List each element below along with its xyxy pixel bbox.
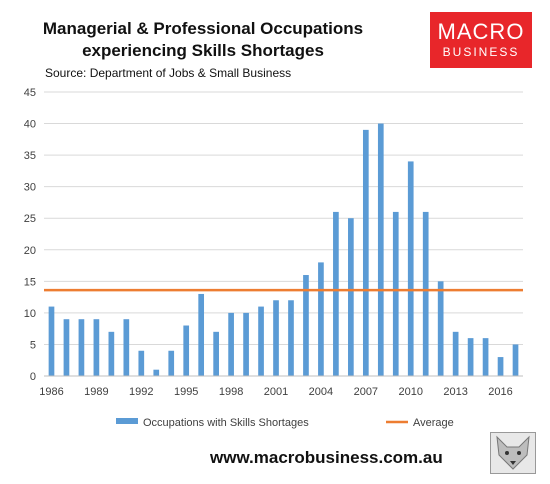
bar bbox=[108, 331, 115, 376]
bar bbox=[123, 319, 130, 376]
bar bbox=[198, 293, 205, 376]
bar bbox=[153, 369, 160, 376]
logo-line-1: MACRO bbox=[437, 19, 525, 44]
bar bbox=[467, 338, 474, 376]
chart-title: Managerial & Professional Occupations ex… bbox=[18, 18, 388, 62]
x-tick-label: 2004 bbox=[309, 386, 333, 398]
x-tick-label: 2007 bbox=[354, 386, 378, 398]
x-tick-label: 1989 bbox=[84, 386, 108, 398]
bar bbox=[407, 161, 414, 376]
y-tick-label: 45 bbox=[24, 87, 36, 99]
bar bbox=[228, 312, 234, 376]
x-tick-label: 1998 bbox=[219, 386, 243, 398]
bar bbox=[348, 218, 354, 376]
macrobusiness-logo: MACRO BUSINESS bbox=[430, 12, 532, 68]
x-tick-label: 2016 bbox=[488, 386, 512, 398]
fox-logo-image bbox=[490, 432, 536, 474]
bar bbox=[93, 319, 100, 376]
y-tick-label: 35 bbox=[24, 150, 36, 162]
title-line-1: Managerial & Professional Occupations bbox=[42, 19, 364, 38]
bar bbox=[512, 344, 519, 376]
bar bbox=[168, 350, 175, 376]
bar bbox=[482, 338, 489, 376]
bar bbox=[138, 350, 145, 376]
fox-icon bbox=[496, 435, 530, 470]
bar bbox=[333, 211, 339, 376]
bar bbox=[362, 129, 369, 376]
x-tick-label: 2001 bbox=[264, 386, 288, 398]
chart-source: Source: Department of Jobs & Small Busin… bbox=[45, 66, 292, 80]
y-tick-label: 10 bbox=[24, 308, 36, 320]
bar bbox=[258, 306, 264, 376]
bar bbox=[48, 306, 55, 376]
bar bbox=[273, 300, 279, 376]
legend: Occupations with Skills Shortages Averag… bbox=[116, 417, 454, 429]
bar bbox=[318, 262, 324, 376]
x-tick-label: 1995 bbox=[174, 386, 198, 398]
y-axis-tick-labels: 0 5 10 15 20 25 30 35 40 45 bbox=[24, 87, 36, 383]
footer-url: www.macrobusiness.com.au bbox=[210, 448, 443, 467]
legend-label-bars: Occupations with Skills Shortages bbox=[143, 417, 309, 429]
bar bbox=[303, 275, 309, 376]
bar bbox=[422, 211, 429, 376]
bar-chart: 0 5 10 15 20 25 30 35 40 45 1986 1989 1992 1995 1998 2… bbox=[24, 87, 523, 429]
legend-swatch-bars bbox=[116, 418, 138, 424]
x-tick-label: 1986 bbox=[39, 386, 63, 398]
bar bbox=[452, 331, 459, 376]
title-line-2: experiencing Skills Shortages bbox=[82, 41, 324, 60]
y-tick-label: 0 bbox=[30, 371, 36, 383]
bars-group bbox=[48, 123, 519, 376]
y-tick-label: 40 bbox=[24, 119, 36, 131]
y-tick-label: 5 bbox=[30, 339, 36, 351]
bar bbox=[78, 319, 85, 376]
bar bbox=[63, 319, 70, 376]
x-tick-label: 2010 bbox=[398, 386, 422, 398]
y-tick-label: 30 bbox=[24, 182, 36, 194]
bar bbox=[497, 357, 504, 376]
bar bbox=[377, 123, 384, 376]
bar bbox=[437, 281, 444, 376]
bar bbox=[183, 325, 190, 376]
bar bbox=[243, 312, 249, 376]
bar bbox=[213, 331, 219, 376]
gridlines bbox=[44, 91, 523, 345]
y-tick-label: 20 bbox=[24, 245, 36, 257]
x-axis-tick-labels: 1986 1989 1992 1995 1998 2001 2004 2007 2010 2013… bbox=[39, 386, 513, 398]
logo-line-2: BUSINESS bbox=[442, 45, 520, 59]
bar bbox=[288, 300, 294, 376]
x-tick-label: 2013 bbox=[443, 386, 467, 398]
y-tick-label: 15 bbox=[24, 276, 36, 288]
bar bbox=[392, 211, 399, 376]
legend-label-average: Average bbox=[413, 417, 454, 429]
y-tick-label: 25 bbox=[24, 213, 36, 225]
x-tick-label: 1992 bbox=[129, 386, 153, 398]
